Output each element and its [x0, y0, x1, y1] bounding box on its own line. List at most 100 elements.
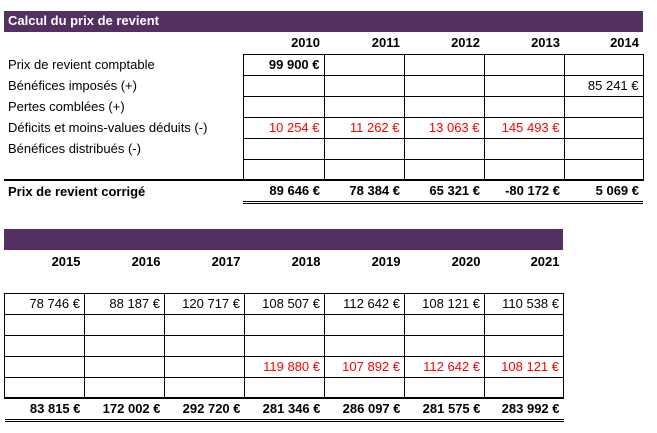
cell[interactable]: 13 063 €	[403, 116, 485, 139]
total-cell[interactable]: 292 720 €	[164, 397, 245, 422]
total-cell[interactable]: 83 815 €	[4, 397, 85, 422]
cell[interactable]	[244, 334, 325, 357]
cell[interactable]	[164, 313, 245, 336]
cell[interactable]: 108 121 €	[484, 355, 564, 378]
section1-year-header: 2010 2011 2012 2013 2014	[4, 33, 643, 54]
row-benefices-distribues: Bénéfices distribués (-)	[4, 137, 644, 160]
row-prix-revient-comptable: Prix de revient comptable 99 900 €	[4, 53, 644, 76]
cell[interactable]	[84, 334, 165, 357]
cell[interactable]	[242, 95, 325, 118]
year-2020: 2020	[451, 253, 481, 269]
cell[interactable]: 99 900 €	[242, 53, 325, 76]
total-cell[interactable]: 281 575 €	[404, 397, 485, 422]
cell[interactable]	[484, 313, 564, 336]
cell[interactable]	[323, 53, 405, 76]
year-2011: 2011	[371, 35, 400, 51]
total-cell[interactable]: 286 097 €	[324, 397, 405, 422]
s2-row-benefices-imposes	[4, 313, 564, 336]
cell[interactable]: 108 121 €	[404, 292, 485, 315]
cell[interactable]: 120 717 €	[164, 292, 245, 315]
spacer-row	[5, 272, 564, 293]
cell[interactable]	[483, 53, 565, 76]
cell[interactable]	[403, 137, 485, 160]
cell[interactable]: 85 241 €	[563, 74, 644, 97]
section2-year-header: 2015 2016 2017 2018 2019 2020 2021	[5, 251, 564, 272]
total-cell[interactable]: -80 172 €	[484, 179, 564, 204]
cell[interactable]	[403, 95, 485, 118]
cell[interactable]	[483, 74, 565, 97]
cell[interactable]	[4, 313, 85, 336]
cell[interactable]	[403, 53, 485, 76]
cell[interactable]	[242, 137, 325, 160]
cell[interactable]: 10 254 €	[242, 116, 325, 139]
cell[interactable]: 88 187 €	[84, 292, 165, 315]
total-cell[interactable]: 89 646 €	[243, 179, 324, 204]
section1-title-band: Calcul du prix de revient	[4, 11, 643, 32]
s2-row-prix-revient-corrige: 83 815 € 172 002 € 292 720 € 281 346 € 2…	[4, 397, 564, 422]
cell[interactable]	[4, 334, 85, 357]
spacer-row	[4, 158, 644, 181]
year-2014: 2014	[610, 35, 639, 51]
cell[interactable]: 112 642 €	[404, 355, 485, 378]
year-2013: 2013	[531, 35, 560, 51]
total-cell[interactable]: 283 992 €	[484, 397, 564, 422]
s2-row-prix-revient-comptable: 78 746 € 88 187 € 120 717 € 108 507 € 11…	[4, 292, 564, 315]
total-cell[interactable]: 65 321 €	[404, 179, 484, 204]
row-label: Bénéfices distribués (-)	[8, 140, 141, 156]
section1-title: Calcul du prix de revient	[8, 13, 159, 28]
year-2015: 2015	[51, 253, 81, 269]
cell[interactable]	[84, 355, 165, 378]
section2-table: 2015 2016 2017 2018 2019 2020 2021 78 74…	[4, 251, 564, 422]
total-cell[interactable]: 5 069 €	[564, 179, 643, 204]
cell[interactable]	[164, 334, 245, 357]
cell[interactable]	[242, 74, 325, 97]
year-2017: 2017	[211, 253, 241, 269]
cell[interactable]	[563, 116, 644, 139]
cell[interactable]: 108 507 €	[244, 292, 325, 315]
cell[interactable]	[403, 74, 485, 97]
cell[interactable]	[164, 376, 245, 399]
cell[interactable]	[323, 74, 405, 97]
cell[interactable]	[244, 313, 325, 336]
cell[interactable]	[563, 137, 644, 160]
cell[interactable]	[164, 355, 245, 378]
cell[interactable]: 145 493 €	[483, 116, 565, 139]
cell[interactable]	[323, 95, 405, 118]
cell[interactable]	[404, 334, 485, 357]
cell[interactable]	[324, 334, 405, 357]
cell[interactable]	[483, 137, 565, 160]
cell[interactable]	[404, 313, 485, 336]
cell[interactable]: 110 538 €	[484, 292, 564, 315]
cell[interactable]: 78 746 €	[4, 292, 85, 315]
cell[interactable]	[4, 355, 85, 378]
cell[interactable]	[563, 95, 644, 118]
cell[interactable]: 11 262 €	[323, 116, 405, 139]
year-2010: 2010	[291, 35, 320, 51]
row-prix-revient-corrige: Prix de revient corrigé 89 646 € 78 384 …	[4, 179, 643, 204]
cell[interactable]	[563, 53, 644, 76]
cell[interactable]: 112 642 €	[324, 292, 405, 315]
total-cell[interactable]: 172 002 €	[84, 397, 165, 422]
row-pertes-comblees: Pertes comblées (+)	[4, 95, 644, 118]
total-cell[interactable]: 78 384 €	[324, 179, 404, 204]
cell[interactable]	[324, 376, 405, 399]
s2-row-pertes-comblees	[4, 334, 564, 357]
year-2016: 2016	[131, 253, 161, 269]
cell[interactable]	[323, 137, 405, 160]
year-2018: 2018	[291, 253, 321, 269]
row-deficits-moins-values: Déficits et moins-values déduits (-) 10 …	[4, 116, 644, 139]
cell[interactable]	[4, 376, 85, 399]
cell[interactable]	[483, 95, 565, 118]
cell[interactable]	[484, 334, 564, 357]
cell[interactable]: 107 892 €	[324, 355, 405, 378]
cell[interactable]	[484, 376, 564, 399]
row-label: Bénéfices imposés (+)	[8, 77, 137, 93]
cell[interactable]: 119 880 €	[244, 355, 325, 378]
cell[interactable]	[404, 376, 485, 399]
cell[interactable]	[244, 376, 325, 399]
total-cell[interactable]: 281 346 €	[244, 397, 325, 422]
cell[interactable]	[324, 313, 405, 336]
cell[interactable]	[84, 376, 165, 399]
cell[interactable]	[84, 313, 165, 336]
year-2019: 2019	[371, 253, 401, 269]
